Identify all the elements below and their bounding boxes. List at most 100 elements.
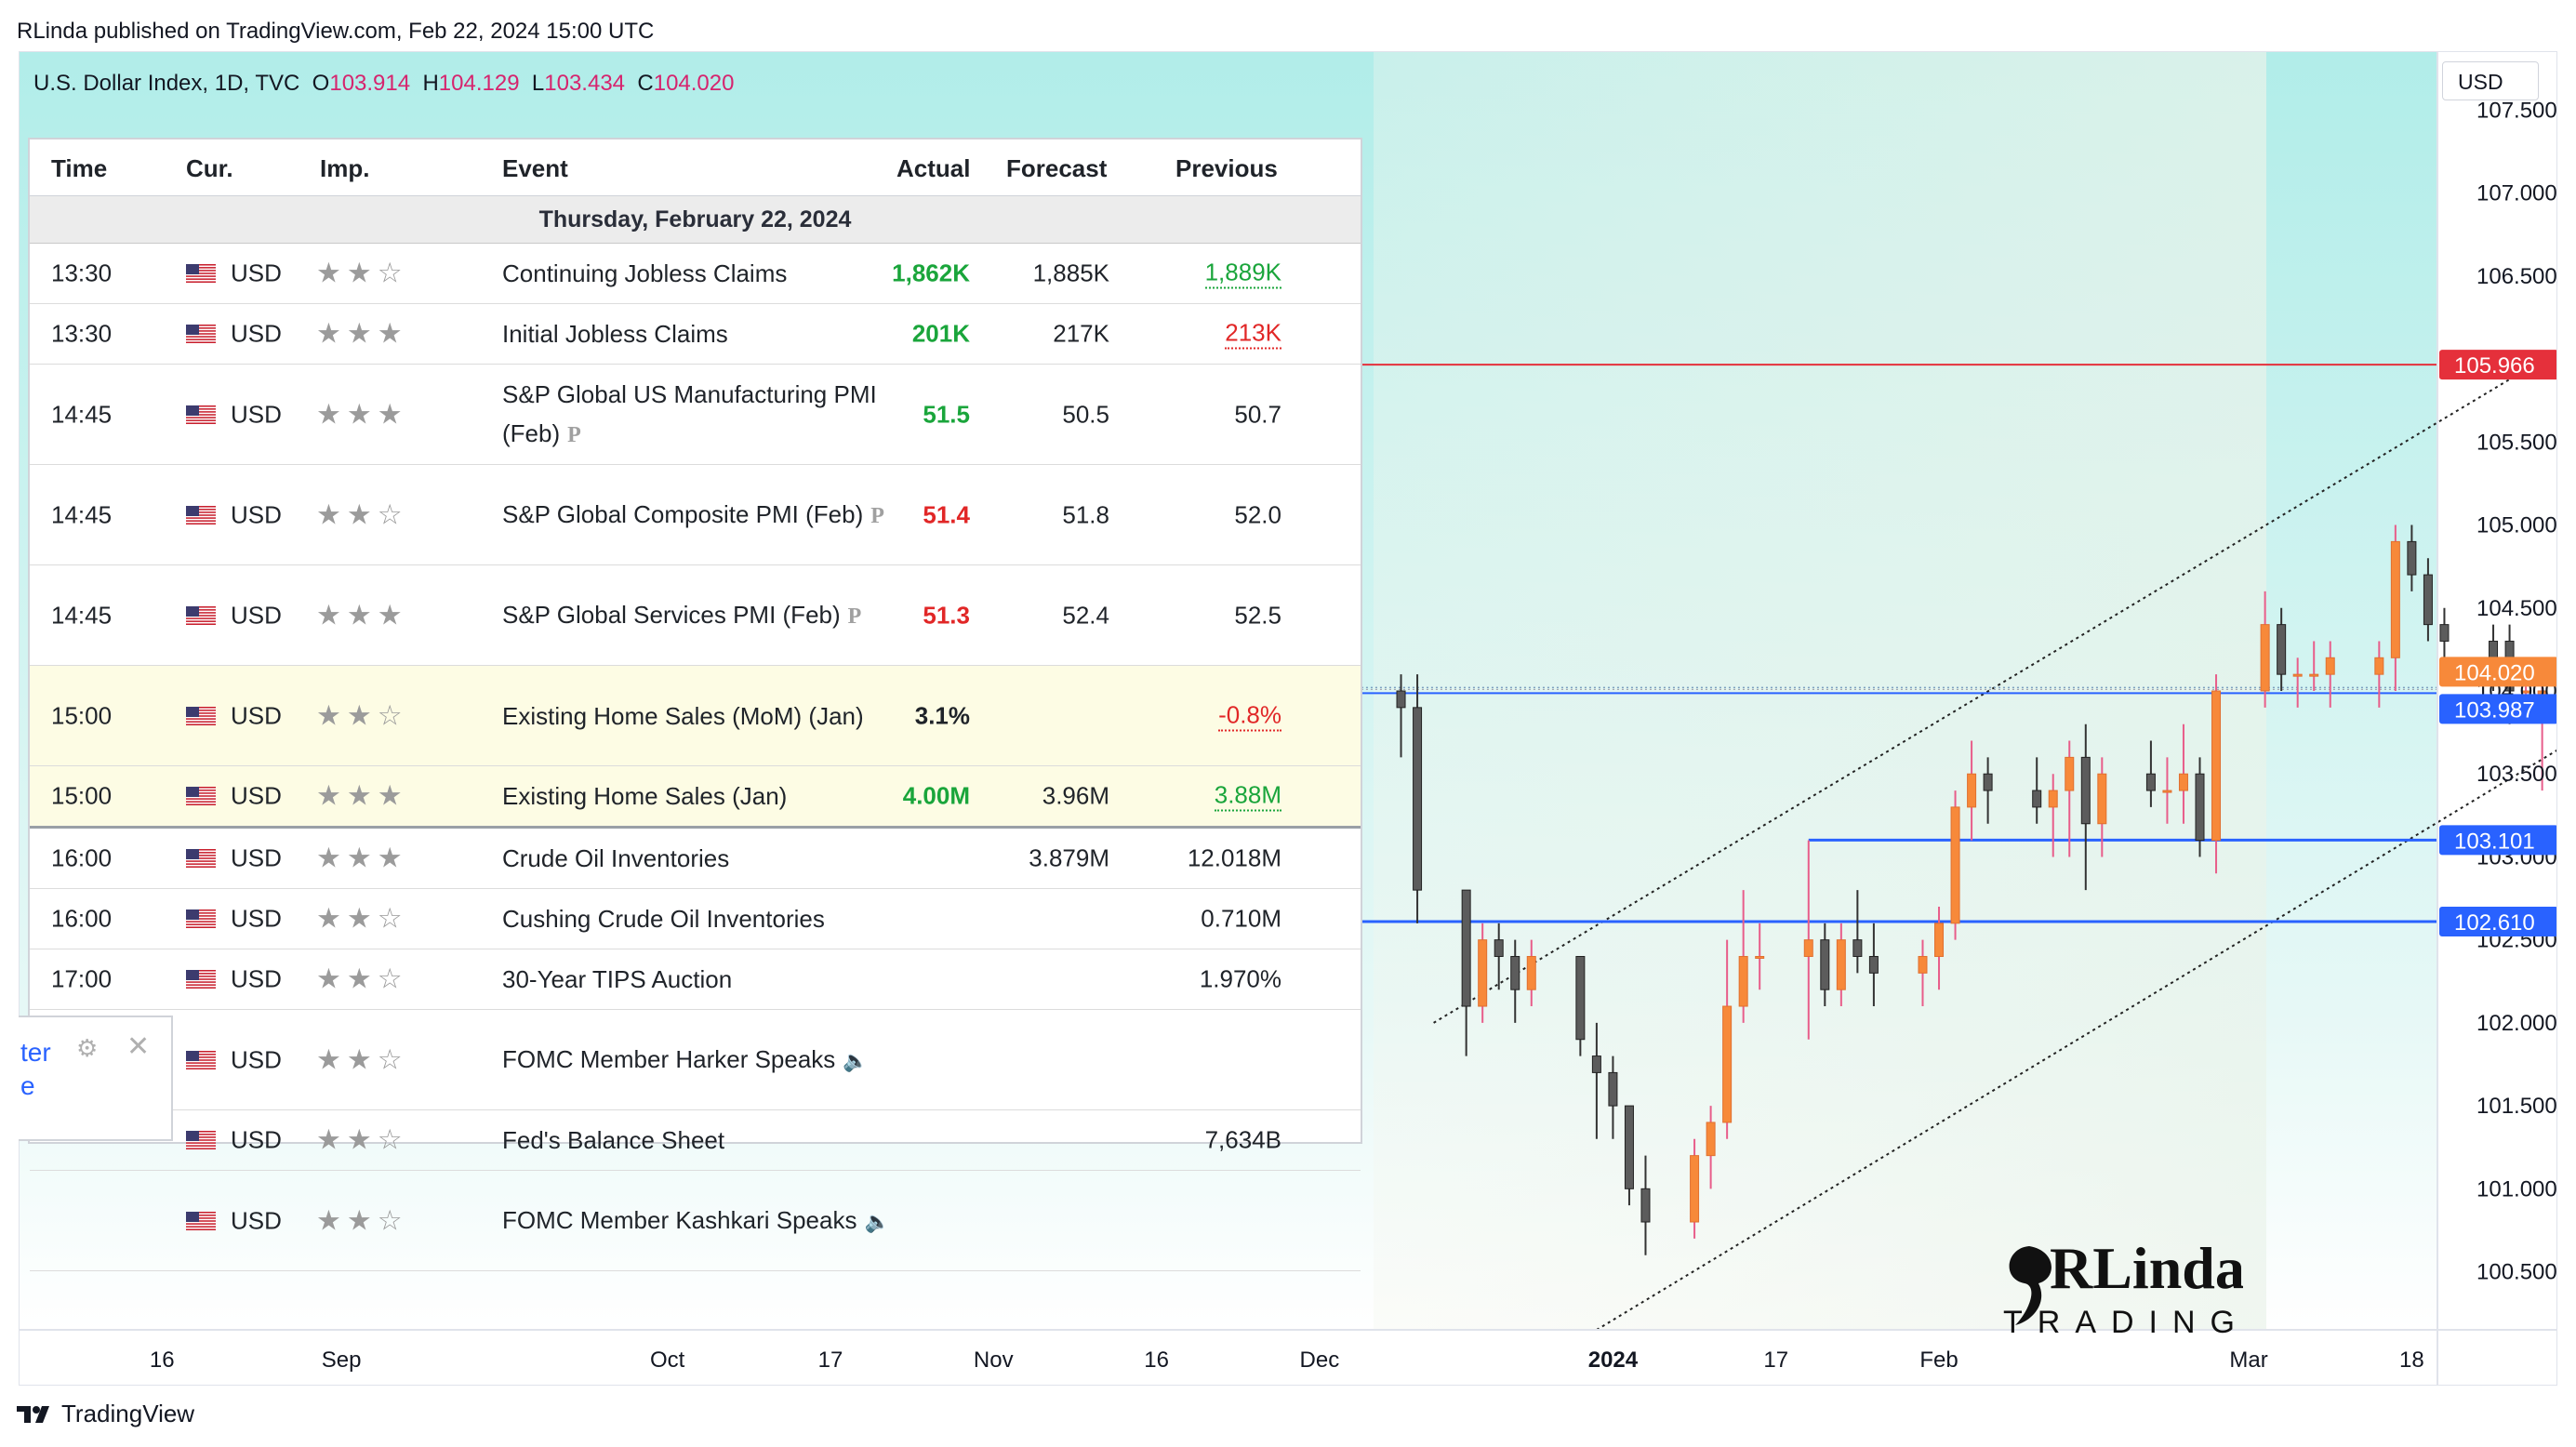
candle[interactable] bbox=[2423, 558, 2433, 642]
candle[interactable] bbox=[1722, 939, 1733, 1139]
row-event-name[interactable]: S&P Global Services PMI (Feb) bbox=[502, 600, 841, 629]
row-event[interactable]: Crude Oil Inventories bbox=[502, 839, 893, 878]
candle[interactable] bbox=[1608, 1055, 1618, 1139]
row-event[interactable]: S&P Global Composite PMI (Feb) P bbox=[502, 495, 893, 536]
candle[interactable] bbox=[2374, 641, 2384, 708]
calendar-row[interactable]: 17:00 USD ★★☆ 30-Year TIPS Auction 1.970% bbox=[30, 949, 1361, 1010]
calendar-row[interactable]: 20:15USD★★☆FOMC Member Harker Speaks🔈 bbox=[30, 1010, 1361, 1110]
candle[interactable] bbox=[1510, 939, 1520, 1023]
candle[interactable] bbox=[1983, 757, 1993, 824]
candle[interactable] bbox=[2162, 757, 2172, 824]
candle[interactable] bbox=[2145, 740, 2156, 807]
row-event[interactable]: S&P Global US Manufacturing PMI (Feb) P bbox=[502, 375, 893, 455]
row-event[interactable]: Fed's Balance Sheet bbox=[502, 1121, 893, 1160]
time-axis[interactable]: 16 Sep Oct 17 Nov 16 Dec 2024 17 Feb Mar 18 bbox=[150, 1347, 2424, 1373]
row-event[interactable]: FOMC Member Kashkari Speaks 🔈 bbox=[502, 1201, 893, 1241]
candle[interactable] bbox=[2080, 724, 2091, 891]
side-widget[interactable]: ter e ⚙ ✕ bbox=[19, 1016, 173, 1141]
row-event-name[interactable]: S&P Global Composite PMI (Feb) bbox=[502, 499, 864, 528]
calendar-row[interactable]: 15:00 USD ★★☆ Existing Home Sales (MoM) (Ja… bbox=[30, 666, 1361, 766]
candle[interactable] bbox=[1934, 906, 1945, 990]
candle[interactable] bbox=[1640, 1155, 1651, 1255]
candle[interactable] bbox=[1396, 674, 1406, 758]
candle[interactable] bbox=[1526, 939, 1536, 1007]
row-event-name[interactable]: 30-Year TIPS Auction bbox=[502, 965, 733, 993]
candle[interactable] bbox=[2292, 657, 2303, 708]
row-event[interactable]: Existing Home Sales (Jan) bbox=[502, 777, 893, 816]
calendar-row[interactable]: 16:00 USD ★★★ Crude Oil Inventories 3.879M 12… bbox=[30, 829, 1361, 889]
candle[interactable] bbox=[1803, 840, 1813, 1040]
row-event-name[interactable]: Fed's Balance Sheet bbox=[502, 1126, 725, 1154]
side-widget-text-2[interactable]: e bbox=[20, 1071, 35, 1100]
calendar-row[interactable]: 13:30 USD ★★★ Initial Jobless Claims 201K 217… bbox=[30, 304, 1361, 365]
candle[interactable] bbox=[2032, 757, 2042, 824]
row-event[interactable]: 30-Year TIPS Auction bbox=[502, 960, 893, 999]
calendar-row[interactable]: 13:30 USD ★★☆ Continuing Jobless Claims 1,86… bbox=[30, 244, 1361, 304]
candle[interactable] bbox=[1820, 923, 1830, 1007]
candle[interactable] bbox=[1413, 674, 1423, 923]
candle[interactable] bbox=[1494, 923, 1504, 990]
candle[interactable] bbox=[1478, 923, 1488, 1023]
calendar-row[interactable]: 16:00 USD ★★☆ Cushing Crude Oil Inventories… bbox=[30, 889, 1361, 949]
candle[interactable] bbox=[1738, 890, 1748, 1023]
candle[interactable] bbox=[2195, 757, 2205, 857]
calendar-row[interactable]: 14:45 USD ★★★ S&P Global US Manufacturing P… bbox=[30, 365, 1361, 465]
candle[interactable] bbox=[2260, 591, 2270, 708]
candle[interactable] bbox=[2277, 607, 2287, 691]
candle[interactable] bbox=[2309, 641, 2319, 691]
row-event[interactable]: Cushing Crude Oil Inventories bbox=[502, 899, 893, 938]
importance-stars-icon: ★★★ bbox=[316, 399, 408, 430]
row-event[interactable]: S&P Global Services PMI (Feb) P bbox=[502, 595, 893, 636]
row-event[interactable]: Existing Home Sales (MoM) (Jan) bbox=[502, 697, 893, 736]
row-event[interactable]: FOMC Member Harker Speaks 🔈 bbox=[502, 1040, 893, 1081]
price-label-text: 103.987 bbox=[2454, 697, 2535, 723]
close-icon[interactable]: ✕ bbox=[126, 1031, 151, 1062]
economic-calendar[interactable]: Time Cur. Imp. Event Actual Forecast Pre… bbox=[28, 138, 1362, 1271]
calendar-row[interactable]: 14:45 USD ★★★ S&P Global Services PMI (Feb)… bbox=[30, 565, 1361, 666]
row-event[interactable]: Continuing Jobless Claims bbox=[502, 254, 893, 293]
calendar-row[interactable]: 15:00 USD ★★★ Existing Home Sales (Jan) 4.00… bbox=[30, 766, 1361, 829]
candle[interactable] bbox=[2325, 641, 2335, 708]
candle[interactable] bbox=[2178, 724, 2188, 824]
row-event-name[interactable]: Existing Home Sales (MoM) (Jan) bbox=[502, 701, 864, 730]
row-event-name[interactable]: FOMC Member Kashkari Speaks bbox=[502, 1205, 857, 1234]
candle[interactable] bbox=[1852, 890, 1863, 974]
currency-button[interactable]: USD bbox=[2442, 61, 2539, 100]
us-flag-icon bbox=[186, 787, 216, 805]
calendar-row[interactable]: USD ★★☆ Fed's Balance Sheet 7,634B bbox=[30, 1110, 1361, 1171]
candle[interactable] bbox=[1461, 889, 1471, 1056]
candle[interactable] bbox=[1918, 939, 1928, 1007]
candle[interactable] bbox=[1950, 790, 1960, 940]
gear-icon[interactable]: ⚙ bbox=[76, 1034, 99, 1062]
row-event-name[interactable]: Cushing Crude Oil Inventories bbox=[502, 905, 825, 933]
row-event-name[interactable]: Crude Oil Inventories bbox=[502, 844, 730, 872]
candle[interactable] bbox=[1868, 923, 1879, 1007]
candle[interactable] bbox=[1690, 1138, 1700, 1239]
row-event-name[interactable]: Continuing Jobless Claims bbox=[502, 259, 788, 287]
calendar-rows[interactable]: 13:30 USD ★★☆ Continuing Jobless Claims 1,86… bbox=[30, 244, 1361, 1271]
row-event-name[interactable]: Existing Home Sales (Jan) bbox=[502, 782, 788, 810]
candle[interactable] bbox=[1706, 1106, 1716, 1189]
candle[interactable] bbox=[2390, 524, 2400, 691]
row-event-name[interactable]: Initial Jobless Claims bbox=[502, 320, 728, 348]
candle[interactable] bbox=[1755, 923, 1765, 990]
candle[interactable] bbox=[1575, 956, 1586, 1056]
side-widget-text-1[interactable]: ter bbox=[20, 1038, 51, 1067]
candle[interactable] bbox=[1836, 923, 1846, 1007]
candle[interactable] bbox=[1624, 1105, 1634, 1206]
candle[interactable] bbox=[2065, 740, 2075, 857]
price-axis[interactable]: 100.500101.000101.500102.000102.500103.0… bbox=[2476, 98, 2557, 1284]
candle[interactable] bbox=[1591, 1022, 1601, 1139]
candle[interactable] bbox=[2097, 757, 2107, 857]
row-event-name[interactable]: S&P Global US Manufacturing PMI (Feb) bbox=[502, 379, 877, 447]
row-event[interactable]: Initial Jobless Claims bbox=[502, 314, 893, 353]
row-event-name[interactable]: FOMC Member Harker Speaks bbox=[502, 1044, 836, 1073]
candle[interactable] bbox=[2407, 524, 2417, 591]
calendar-row[interactable]: 14:45 USD ★★☆ S&P Global Composite PMI (Feb… bbox=[30, 465, 1361, 565]
candle[interactable] bbox=[1967, 740, 1977, 841]
candle[interactable] bbox=[2211, 674, 2222, 874]
calendar-row[interactable]: USD ★★☆ FOMC Member Kashkari Speaks 🔈 bbox=[30, 1171, 1361, 1271]
tradingview-footer[interactable]: TradingView bbox=[17, 1400, 194, 1428]
candle[interactable] bbox=[2048, 774, 2058, 857]
speaker-icon: 🔈 bbox=[843, 1048, 869, 1072]
